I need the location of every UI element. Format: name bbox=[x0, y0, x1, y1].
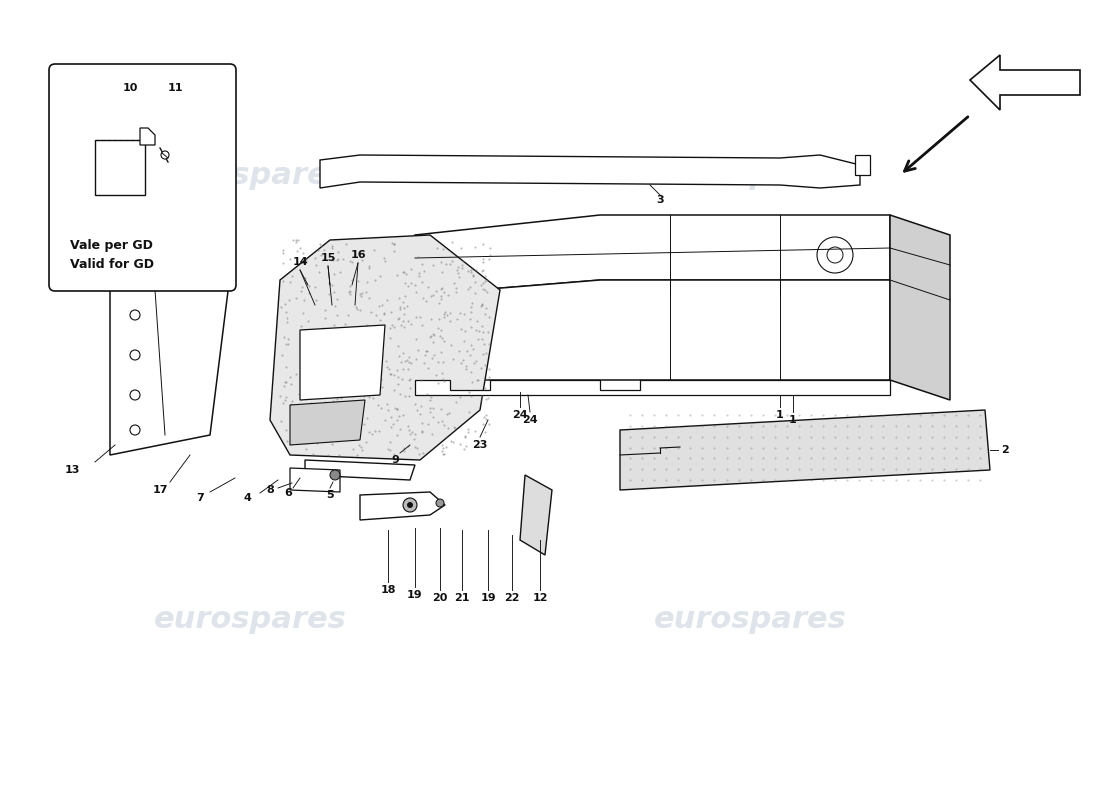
Text: 23: 23 bbox=[472, 440, 487, 450]
Polygon shape bbox=[270, 235, 500, 460]
Text: Valid for GD: Valid for GD bbox=[70, 258, 154, 271]
Text: 9: 9 bbox=[392, 455, 399, 465]
Polygon shape bbox=[290, 400, 365, 445]
Text: eurospares: eurospares bbox=[154, 161, 346, 190]
Circle shape bbox=[403, 498, 417, 512]
Circle shape bbox=[407, 502, 412, 508]
Text: 7: 7 bbox=[196, 493, 204, 503]
Text: 19: 19 bbox=[481, 593, 496, 603]
Polygon shape bbox=[140, 128, 155, 145]
Polygon shape bbox=[855, 155, 870, 175]
Text: 1: 1 bbox=[777, 410, 784, 420]
Text: 18: 18 bbox=[381, 585, 396, 595]
Text: 3: 3 bbox=[657, 195, 663, 205]
Text: 22: 22 bbox=[504, 593, 519, 603]
Text: 24: 24 bbox=[522, 415, 538, 425]
Text: 4: 4 bbox=[243, 493, 251, 503]
Text: 8: 8 bbox=[266, 485, 274, 495]
Polygon shape bbox=[415, 215, 890, 295]
Text: 20: 20 bbox=[432, 593, 448, 603]
Text: 19: 19 bbox=[407, 590, 422, 600]
Circle shape bbox=[161, 151, 169, 159]
Polygon shape bbox=[970, 55, 1080, 110]
Text: 1: 1 bbox=[789, 415, 796, 425]
Text: Vale per GD: Vale per GD bbox=[70, 238, 153, 251]
Text: 15: 15 bbox=[320, 253, 336, 263]
Circle shape bbox=[330, 470, 340, 480]
Text: 10: 10 bbox=[122, 83, 138, 93]
Polygon shape bbox=[95, 140, 145, 195]
FancyBboxPatch shape bbox=[50, 64, 236, 291]
Text: 24: 24 bbox=[513, 410, 528, 420]
Polygon shape bbox=[320, 155, 860, 188]
Text: eurospares: eurospares bbox=[653, 606, 846, 634]
Polygon shape bbox=[360, 492, 446, 520]
Polygon shape bbox=[300, 325, 385, 400]
Text: 14: 14 bbox=[293, 257, 308, 267]
Text: 13: 13 bbox=[64, 465, 79, 475]
Text: eurospares: eurospares bbox=[653, 161, 846, 190]
Text: 11: 11 bbox=[167, 83, 183, 93]
Polygon shape bbox=[890, 215, 950, 400]
Text: 16: 16 bbox=[350, 250, 366, 260]
Polygon shape bbox=[415, 280, 890, 380]
Polygon shape bbox=[305, 460, 415, 480]
Polygon shape bbox=[415, 380, 890, 395]
Polygon shape bbox=[110, 275, 230, 455]
Polygon shape bbox=[620, 410, 990, 490]
Text: 12: 12 bbox=[532, 593, 548, 603]
Text: 6: 6 bbox=[284, 488, 292, 498]
Text: 5: 5 bbox=[327, 490, 333, 500]
Text: 2: 2 bbox=[1001, 445, 1009, 455]
Text: 21: 21 bbox=[454, 593, 470, 603]
Text: eurospares: eurospares bbox=[154, 606, 346, 634]
Circle shape bbox=[436, 499, 444, 507]
Polygon shape bbox=[520, 475, 552, 555]
Text: 17: 17 bbox=[152, 485, 167, 495]
Polygon shape bbox=[290, 468, 340, 492]
